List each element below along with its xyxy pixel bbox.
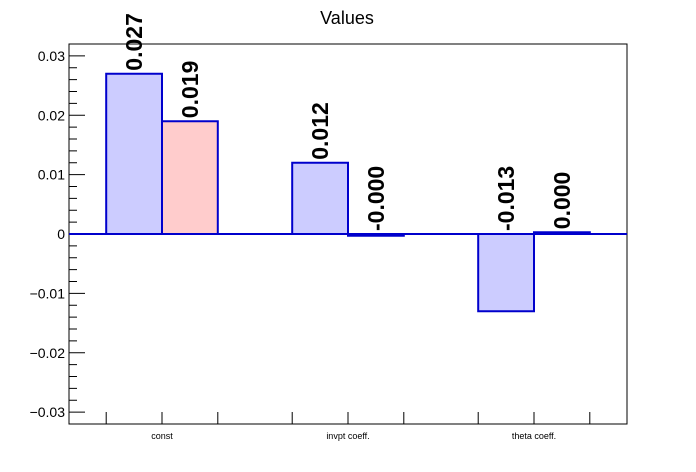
bar-outline — [477, 234, 535, 313]
x-category-label: const — [151, 431, 173, 441]
y-tick-label: 0.02 — [38, 107, 65, 123]
chart-title: Values — [320, 8, 374, 28]
bar — [478, 234, 534, 312]
data-label: 0.012 — [307, 102, 333, 160]
bar-outline — [161, 120, 219, 234]
bar — [162, 121, 218, 234]
y-tick-label: 0.03 — [38, 48, 65, 64]
y-tick-label: −0.01 — [30, 285, 66, 301]
data-label: 0.019 — [177, 61, 203, 119]
data-label: -0.013 — [493, 166, 519, 231]
bar-outline — [291, 161, 349, 234]
y-tick-label: −0.03 — [30, 404, 66, 420]
plot-area: −0.03 −0.02 −0.01 0 0.01 0.02 0.03 const invpt c… — [30, 13, 628, 441]
x-category-label: theta coeff. — [512, 431, 556, 441]
bar — [106, 73, 162, 234]
x-category-label: invpt coeff. — [326, 431, 369, 441]
data-label: -0.000 — [363, 166, 389, 231]
data-label: 0.000 — [549, 172, 575, 230]
y-tick-label: −0.02 — [30, 345, 66, 361]
data-label: 0.027 — [121, 13, 147, 71]
y-tick-label: 0.01 — [38, 167, 65, 183]
y-tick-label: 0 — [57, 226, 65, 242]
bar — [292, 162, 348, 234]
